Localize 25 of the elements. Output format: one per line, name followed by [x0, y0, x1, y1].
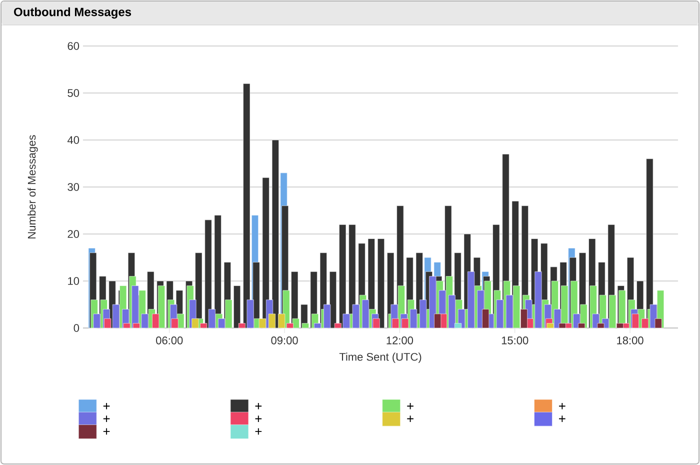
y-tick-label: 50	[68, 89, 80, 97]
legend-label: +	[255, 402, 262, 410]
x-tick-label: 06:00	[156, 336, 183, 344]
y-tick-label: 30	[68, 183, 80, 191]
y-tick-label: 20	[68, 230, 80, 238]
legend-label: +	[407, 402, 414, 410]
legend-label: +	[103, 402, 110, 410]
y-tick-label: 60	[68, 42, 80, 50]
y-tick-label: 10	[68, 277, 80, 285]
x-tick-label: 09:00	[271, 336, 298, 344]
legend-label: +	[103, 428, 110, 435]
x-tick-label: 12:00	[386, 336, 414, 344]
y-axis-title: Number of Messages	[28, 135, 38, 238]
legend-label: +	[559, 402, 566, 410]
y-tick-label: 40	[67, 136, 80, 144]
x-axis-title: Time Sent (UTC)	[339, 352, 422, 363]
legend-label: +	[407, 416, 414, 422]
chart-title: Outbound Messages	[14, 7, 132, 19]
legend-label: +	[559, 416, 566, 422]
legend-label: +	[103, 416, 110, 422]
x-tick-label: 18:00	[617, 336, 644, 344]
x-tick-label: 15:00	[502, 336, 528, 344]
legend-label: +	[255, 416, 262, 422]
y-tick-label: 0	[74, 324, 80, 332]
legend-label: +	[255, 428, 262, 435]
